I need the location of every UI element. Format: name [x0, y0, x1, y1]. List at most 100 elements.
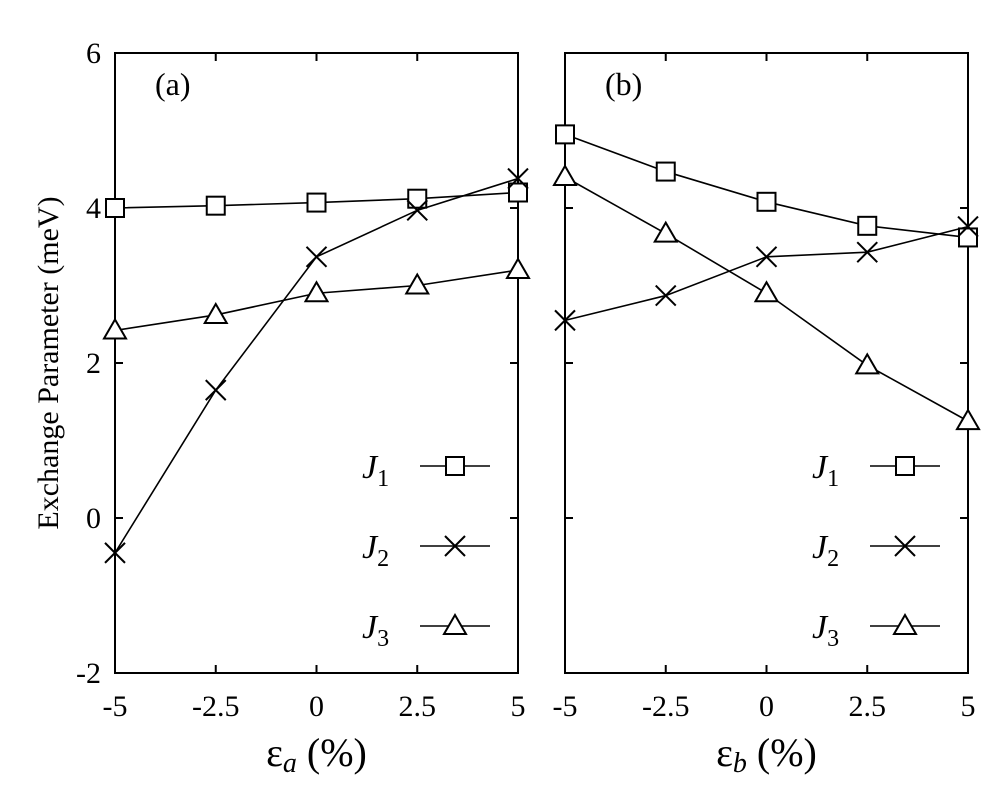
x-tick-label: -5: [553, 690, 578, 723]
x-axis-subscript: b: [733, 748, 747, 779]
data-point: [653, 220, 679, 243]
legend-symbol: J: [362, 609, 379, 646]
plot-frame: [114, 52, 519, 674]
data-point: [305, 246, 328, 268]
y-tick-label: 4: [86, 192, 101, 225]
data-point: [957, 215, 979, 238]
cross-stroke: [305, 246, 328, 268]
legend-subscript: 1: [377, 466, 389, 492]
x-tick-label: 2.5: [849, 690, 887, 723]
data-point: [505, 257, 531, 279]
data-point: [655, 161, 676, 182]
x-tick-label: 5: [511, 690, 526, 723]
cross-stroke: [104, 542, 126, 564]
legend-symbol: J: [362, 529, 379, 566]
data-point: [306, 192, 327, 213]
cross-stroke: [856, 241, 878, 263]
legend-subscript: 1: [827, 466, 839, 492]
x-axis-unit: (%): [297, 730, 367, 775]
cross-stroke: [755, 246, 778, 268]
series-j1: [105, 182, 528, 218]
data-point: [857, 215, 878, 236]
y-tick-label: 0: [86, 502, 101, 535]
x-tick-label: 0: [309, 690, 324, 723]
data-point: [555, 124, 575, 145]
legend-marker: [894, 535, 916, 557]
cross-stroke: [205, 379, 227, 401]
x-axis-title: εb (%): [716, 730, 817, 779]
data-point: [508, 182, 528, 203]
legend-label: J1: [362, 449, 389, 492]
x-axis-symbol: ε: [716, 730, 733, 775]
legend-label: J3: [812, 609, 839, 652]
x-tick-label: -5: [103, 690, 128, 723]
cross-stroke: [507, 167, 529, 190]
data-point: [554, 309, 576, 332]
series-j3: [552, 164, 981, 431]
legend-symbol: J: [812, 449, 829, 486]
x-axis-subscript: a: [283, 748, 297, 779]
data-point: [105, 198, 125, 218]
data-point: [104, 542, 126, 564]
data-point: [756, 191, 777, 212]
data-point: [102, 317, 128, 340]
legend-marker: [892, 613, 918, 635]
cross-stroke: [554, 309, 576, 332]
legend-marker: [444, 535, 466, 557]
legend-symbol: J: [812, 609, 829, 646]
x-tick-label: -2.5: [192, 690, 240, 723]
legend-symbol: J: [812, 529, 829, 566]
data-point: [203, 301, 229, 324]
data-point: [955, 408, 981, 431]
y-tick-label: 2: [86, 347, 101, 380]
x-axis-title: εa (%): [266, 730, 367, 779]
x-axis-unit: (%): [747, 730, 817, 775]
data-point: [406, 199, 428, 222]
data-point: [655, 284, 677, 307]
x-tick-label: 0: [759, 690, 774, 723]
data-point: [753, 280, 780, 303]
x-tick-label: -2.5: [642, 690, 690, 723]
legend-marker: [442, 613, 468, 635]
data-point: [407, 188, 428, 209]
series-line: [114, 177, 519, 554]
legend-subscript: 2: [377, 546, 389, 572]
cross-stroke: [957, 215, 979, 238]
legend-label: J3: [362, 609, 389, 652]
chart-panel-a: -2 0 2 4 6 -5 -2.5 0 2.5 5 (a) εa (%) Exchange Param…: [32, 37, 531, 779]
plot-frame: [564, 52, 969, 674]
legend-subscript: 2: [827, 546, 839, 572]
panel-label: (a): [155, 66, 191, 102]
series-j1: [555, 124, 978, 248]
data-point: [854, 352, 880, 375]
data-point: [205, 379, 227, 401]
cross-stroke: [655, 284, 677, 307]
panel-label: (b): [605, 66, 642, 102]
x-tick-label: 5: [961, 690, 976, 723]
data-point: [303, 280, 330, 303]
series-j3: [102, 257, 531, 340]
data-point: [755, 246, 778, 268]
series-j2: [104, 167, 529, 564]
series-line: [564, 225, 969, 322]
data-point: [958, 227, 978, 248]
legend-label: J1: [812, 449, 839, 492]
y-tick-label: 6: [86, 37, 101, 70]
cross-stroke: [406, 199, 428, 222]
data-point: [507, 167, 529, 190]
y-axis-title: Exchange Parameter (meV): [32, 196, 65, 529]
data-point: [404, 272, 430, 295]
x-axis-symbol: ε: [266, 730, 283, 775]
cross-stroke: [894, 535, 916, 557]
legend-marker: [445, 456, 465, 476]
data-point: [205, 195, 226, 216]
data-point: [856, 241, 878, 263]
x-tick-label: 2.5: [399, 690, 437, 723]
series-line: [564, 133, 969, 239]
data-point: [552, 164, 578, 186]
legend-subscript: 3: [827, 626, 839, 652]
series-j2: [554, 215, 979, 332]
legend-subscript: 3: [377, 626, 389, 652]
